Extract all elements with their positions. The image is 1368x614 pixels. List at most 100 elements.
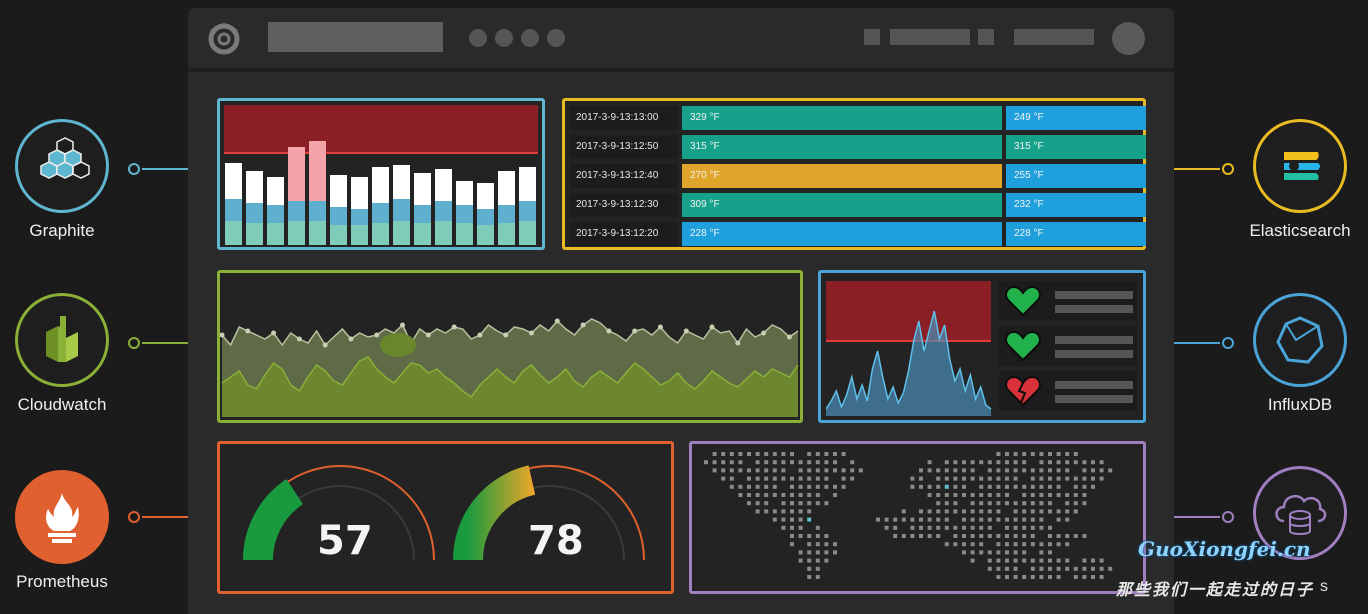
map-dot xyxy=(996,542,1001,547)
toolbar-bar[interactable] xyxy=(890,29,970,45)
source-cloudwatch[interactable]: Cloudwatch xyxy=(10,293,114,415)
map-dot xyxy=(953,468,958,473)
spike-area xyxy=(826,311,991,416)
bar-low xyxy=(498,223,515,245)
source-elasticsearch[interactable]: Elasticsearch xyxy=(1240,119,1360,241)
highlight-blob xyxy=(380,333,416,357)
area-series-lower xyxy=(222,357,798,417)
map-dot xyxy=(1022,468,1027,473)
bar-chart-panel xyxy=(217,98,545,250)
area-point xyxy=(709,324,715,330)
map-dot xyxy=(833,542,837,547)
map-dot xyxy=(729,484,734,489)
map-dot xyxy=(970,476,975,481)
map-dot xyxy=(1082,534,1087,538)
status-row xyxy=(999,326,1137,366)
map-dot xyxy=(1082,476,1087,481)
map-dot xyxy=(910,484,915,489)
grafana-logo-icon[interactable] xyxy=(204,18,244,58)
map-dot xyxy=(1048,509,1052,514)
map-dot xyxy=(944,525,949,530)
map-dot xyxy=(1005,566,1009,571)
map-dot xyxy=(764,460,769,465)
value-cell: 255 °F xyxy=(1006,164,1146,188)
map-dot xyxy=(772,509,777,514)
source-influxdb[interactable]: InfluxDB xyxy=(1240,293,1360,415)
map-dot xyxy=(996,509,1001,514)
map-dot xyxy=(1082,558,1087,563)
dot[interactable] xyxy=(495,29,513,47)
prometheus-circle xyxy=(15,470,109,564)
map-dot xyxy=(824,476,829,481)
time-cell: 2017-3-9-13:12:30 xyxy=(570,193,678,217)
gauge-panel: 57 78 xyxy=(217,441,674,594)
map-dot xyxy=(841,468,846,473)
map-dot xyxy=(815,534,820,538)
map-dot xyxy=(1065,468,1070,473)
map-dot xyxy=(1048,542,1052,547)
toolbar-square[interactable] xyxy=(864,29,880,45)
map-dot xyxy=(815,460,820,465)
map-dot xyxy=(833,550,837,555)
source-graphite[interactable]: Graphite xyxy=(10,119,114,241)
map-dot xyxy=(755,476,760,481)
map-dot xyxy=(815,542,820,547)
map-dot xyxy=(1013,566,1018,571)
map-dot xyxy=(729,452,734,456)
dashboard-title-placeholder[interactable] xyxy=(268,22,443,52)
dot[interactable] xyxy=(469,29,487,47)
map-dot xyxy=(755,468,760,473)
map-dot xyxy=(962,517,966,522)
area-point xyxy=(632,328,638,334)
map-dot xyxy=(979,550,984,555)
source-cloud-database[interactable] xyxy=(1240,466,1360,560)
value-cell: 270 °F xyxy=(682,164,1002,188)
map-dot xyxy=(919,468,923,473)
map-dot xyxy=(807,542,812,547)
map-dot xyxy=(1022,534,1027,538)
area-point xyxy=(220,332,225,338)
map-dot xyxy=(1073,501,1078,506)
user-avatar[interactable] xyxy=(1112,22,1145,55)
map-dot xyxy=(927,468,932,473)
area-point xyxy=(348,336,354,342)
source-label: Prometheus xyxy=(16,572,108,591)
map-dot xyxy=(1022,542,1027,547)
map-dot xyxy=(721,468,726,473)
connector-graphite xyxy=(142,168,200,170)
map-dot xyxy=(1013,501,1018,506)
map-dot xyxy=(1022,509,1027,514)
map-dot xyxy=(850,476,855,481)
map-dot xyxy=(919,509,923,514)
map-dot xyxy=(1099,476,1104,481)
toolbar-bar[interactable] xyxy=(1014,29,1094,45)
map-dot xyxy=(996,566,1001,571)
map-dot xyxy=(1056,509,1061,514)
value-cell: 232 °F xyxy=(1006,193,1146,217)
map-dot xyxy=(1022,558,1027,563)
map-dot xyxy=(807,534,812,538)
map-dot xyxy=(1005,501,1009,506)
map-dot xyxy=(1005,460,1009,465)
map-dot xyxy=(987,484,992,489)
alert-panel xyxy=(818,270,1146,423)
map-dot xyxy=(987,550,992,555)
status-bar xyxy=(1055,291,1133,299)
map-dot xyxy=(798,509,803,514)
map-dot xyxy=(1013,542,1018,547)
map-dot xyxy=(962,493,966,497)
map-dot xyxy=(1048,493,1052,497)
prometheus-flame-icon xyxy=(46,493,79,543)
map-dot xyxy=(893,525,898,530)
map-dot xyxy=(1005,468,1009,473)
map-dot xyxy=(1073,575,1078,579)
dot[interactable] xyxy=(547,29,565,47)
map-dot xyxy=(996,452,1001,456)
map-dot xyxy=(1039,476,1044,481)
toolbar-square[interactable] xyxy=(978,29,994,45)
source-prometheus[interactable]: Prometheus xyxy=(10,470,114,592)
map-dot xyxy=(772,452,777,456)
bar-low xyxy=(519,221,536,245)
map-dot xyxy=(979,460,984,465)
dot[interactable] xyxy=(521,29,539,47)
